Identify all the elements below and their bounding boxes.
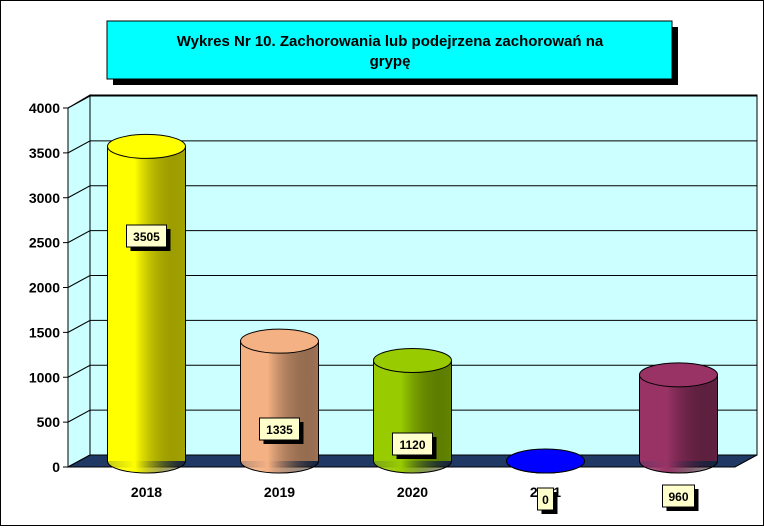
bar-top bbox=[506, 448, 585, 474]
label-box bbox=[392, 432, 433, 456]
bar bbox=[639, 362, 718, 474]
bar bbox=[107, 133, 186, 474]
bar-body bbox=[240, 340, 319, 474]
grid-line bbox=[67, 319, 757, 333]
bar-body bbox=[639, 374, 718, 474]
title-line: grypę bbox=[370, 53, 411, 70]
y-tick-label: 1000 bbox=[29, 369, 60, 385]
title-box bbox=[106, 20, 673, 80]
bar-top bbox=[240, 328, 319, 354]
label-box bbox=[662, 484, 695, 508]
bar-body bbox=[107, 145, 186, 474]
x-tick-label: 2020 bbox=[397, 484, 428, 500]
grid-line bbox=[67, 140, 757, 154]
y-tick-label: 3500 bbox=[29, 145, 60, 161]
y-tick-label: 1500 bbox=[29, 324, 60, 340]
label-box bbox=[259, 417, 300, 441]
grid-line bbox=[67, 275, 757, 288]
y-tick-label: 3000 bbox=[29, 190, 60, 206]
bar bbox=[240, 328, 319, 474]
data-label: 1120 bbox=[399, 438, 425, 452]
y-tick-label: 4000 bbox=[29, 100, 60, 116]
data-label: 0 bbox=[542, 493, 549, 507]
label-box bbox=[126, 224, 167, 248]
y-tick-label: 500 bbox=[37, 414, 61, 430]
chart-title: Wykres Nr 10. Zachorowania lub podejrzen… bbox=[177, 33, 604, 70]
title-line: Wykres Nr 10. Zachorowania lub podejrzen… bbox=[177, 33, 604, 50]
grid-line bbox=[67, 185, 757, 199]
x-tick-label: 2018 bbox=[131, 484, 162, 500]
bar bbox=[505, 448, 586, 474]
bar-top bbox=[107, 133, 186, 159]
y-tick-label: 2000 bbox=[29, 280, 60, 296]
y-tick-label: 0 bbox=[52, 459, 60, 475]
data-label: 1335 bbox=[266, 423, 293, 437]
grid-line bbox=[67, 230, 757, 244]
x-tick-label: 2019 bbox=[264, 484, 295, 500]
label-box bbox=[537, 487, 554, 511]
grid-line bbox=[67, 409, 757, 423]
data-label: 960 bbox=[668, 490, 688, 504]
bar-top bbox=[639, 362, 718, 388]
grid-line bbox=[67, 95, 757, 109]
data-label: 3505 bbox=[133, 230, 160, 244]
grid-line bbox=[67, 364, 757, 378]
bar-top bbox=[373, 347, 452, 373]
y-tick-label: 2500 bbox=[29, 235, 60, 251]
